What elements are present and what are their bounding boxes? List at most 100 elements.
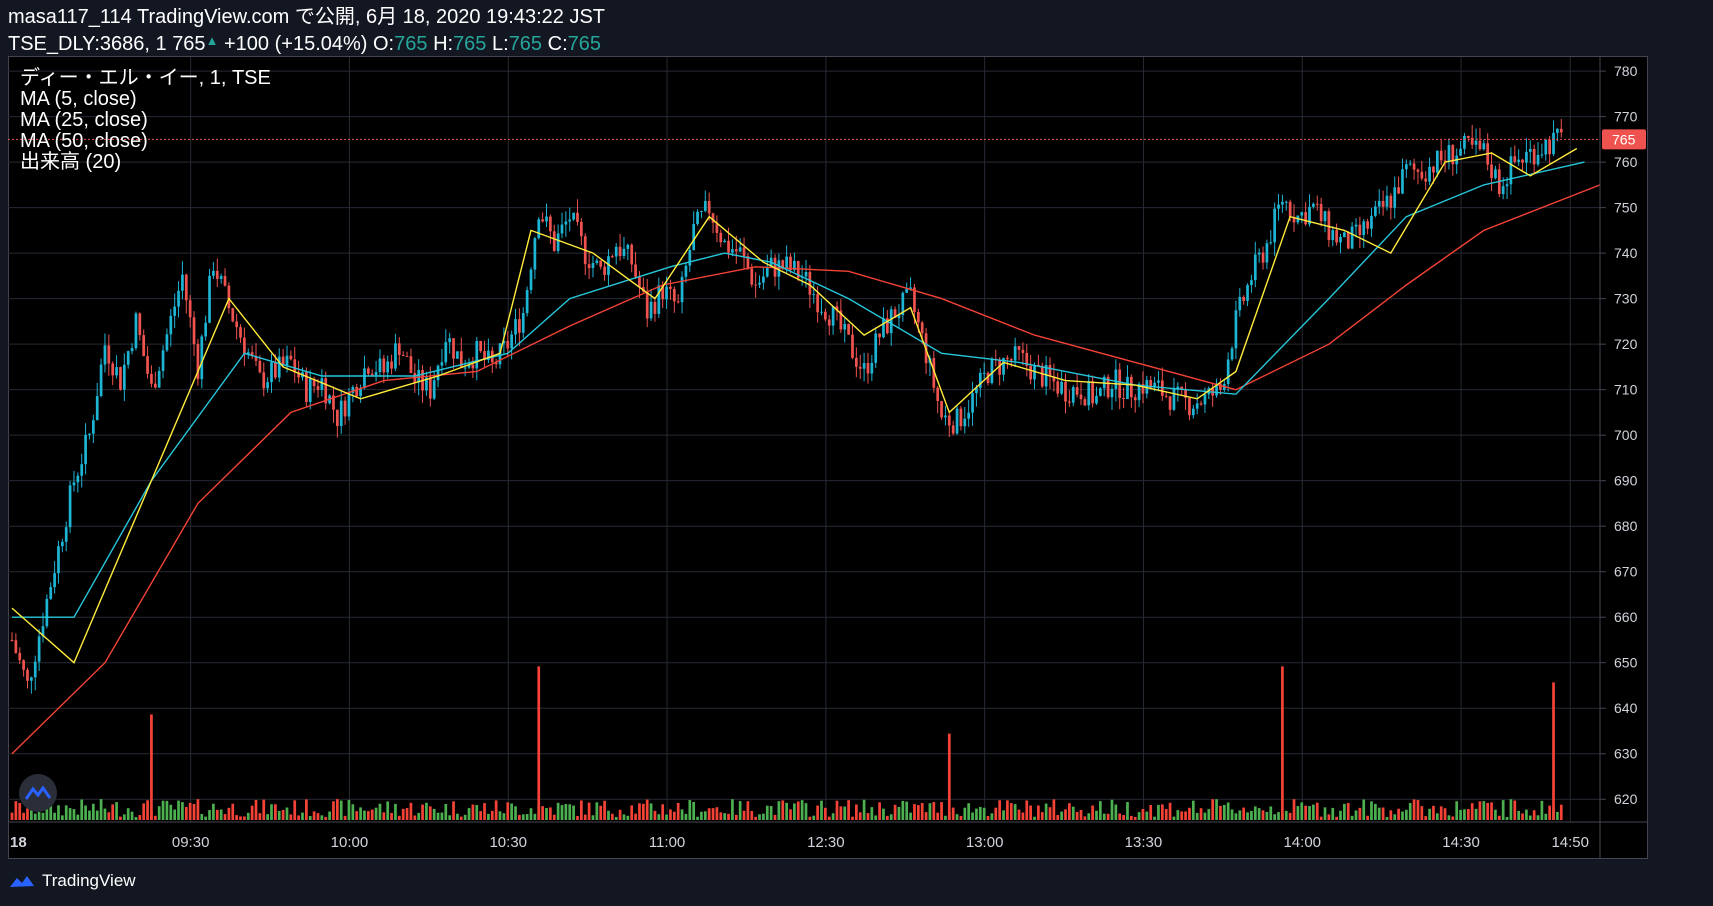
volume-bar bbox=[111, 804, 115, 820]
volume-bar bbox=[285, 807, 289, 820]
candle-body bbox=[824, 311, 827, 320]
chart-frame[interactable] bbox=[8, 56, 1648, 859]
candle-body bbox=[1230, 348, 1234, 360]
candle-body bbox=[1505, 184, 1509, 187]
candle-body bbox=[53, 573, 56, 588]
volume-bar bbox=[258, 813, 262, 820]
volume-bar bbox=[1207, 809, 1211, 820]
volume-bar bbox=[490, 810, 494, 820]
volume-bar bbox=[1219, 805, 1222, 820]
candle-body bbox=[1129, 376, 1133, 398]
volume-bar bbox=[568, 804, 572, 820]
x-tick-label: 14:30 bbox=[1442, 834, 1480, 851]
candle-body bbox=[30, 677, 33, 681]
candle-body bbox=[1544, 139, 1548, 155]
volume-bar bbox=[1199, 808, 1203, 820]
candle-body bbox=[1451, 145, 1455, 165]
candle-body bbox=[1037, 364, 1040, 366]
candle-body bbox=[1540, 154, 1544, 156]
volume-peak-bar bbox=[537, 666, 541, 820]
volume-bar bbox=[773, 814, 777, 820]
candle-body bbox=[572, 212, 575, 220]
volume-bar bbox=[1230, 809, 1234, 820]
candle-body bbox=[901, 292, 905, 316]
volume-bar bbox=[126, 808, 130, 820]
volume-bar bbox=[626, 815, 630, 820]
volume-bar bbox=[762, 813, 765, 820]
candle-body bbox=[1215, 383, 1218, 396]
volume-bar bbox=[390, 812, 393, 820]
volume-bar bbox=[672, 811, 676, 820]
candle-body bbox=[208, 275, 211, 323]
volume-bar bbox=[324, 816, 328, 820]
candle-body bbox=[599, 260, 603, 267]
footer-brand: TradingView bbox=[42, 871, 136, 890]
volume-bar bbox=[250, 805, 254, 820]
volume-bar bbox=[560, 805, 564, 820]
volume-bar bbox=[684, 813, 688, 820]
candle-body bbox=[37, 636, 41, 662]
volume-bar bbox=[1478, 801, 1482, 820]
x-tick-label: 13:30 bbox=[1125, 834, 1163, 851]
candle-body bbox=[1226, 359, 1230, 384]
candle-body bbox=[955, 408, 959, 434]
candle-body bbox=[1017, 346, 1021, 350]
candle-body bbox=[157, 370, 161, 388]
volume-bar bbox=[1079, 810, 1083, 820]
volume-bar bbox=[1106, 813, 1110, 820]
up-arrow-icon: ▲ bbox=[205, 33, 219, 48]
symbol-label: TSE_DLY:3686, 1 bbox=[8, 33, 167, 55]
volume-bar bbox=[266, 814, 269, 820]
volume-bar bbox=[1536, 815, 1540, 820]
candle-body bbox=[343, 400, 347, 417]
candle-body bbox=[947, 415, 951, 426]
candle-body bbox=[634, 264, 637, 277]
candle-body bbox=[1346, 232, 1350, 249]
volume-bar bbox=[1191, 800, 1195, 820]
volume-bar bbox=[862, 799, 866, 820]
volume-bar bbox=[1137, 812, 1141, 820]
volume-bar bbox=[192, 804, 196, 820]
volume-bar bbox=[1056, 815, 1060, 820]
candle-body bbox=[700, 211, 703, 213]
candle-body bbox=[610, 256, 614, 258]
volume-bar bbox=[1505, 816, 1509, 820]
candle-body bbox=[1389, 195, 1393, 208]
volume-bar bbox=[812, 815, 816, 820]
volume-bar bbox=[789, 809, 792, 820]
volume-peak-bar bbox=[150, 714, 153, 820]
y-tick-label: 630 bbox=[1614, 746, 1638, 762]
volume-bar bbox=[122, 814, 126, 820]
volume-bar bbox=[653, 810, 657, 820]
volume-bar bbox=[599, 805, 603, 820]
candle-body bbox=[262, 372, 266, 389]
volume-bar bbox=[1195, 812, 1199, 820]
candle-body bbox=[1374, 206, 1377, 216]
volume-bar bbox=[758, 814, 761, 820]
volume-bar bbox=[1145, 811, 1149, 820]
candle-body bbox=[1191, 408, 1195, 416]
high-value: 765 bbox=[453, 33, 487, 55]
candle-body bbox=[204, 322, 208, 337]
candle-body bbox=[893, 309, 897, 318]
volume-bar bbox=[246, 812, 250, 820]
volume-bar bbox=[347, 799, 351, 820]
volume-bar bbox=[91, 803, 95, 820]
volume-bar bbox=[1017, 809, 1021, 820]
tradingview-logo-button[interactable] bbox=[19, 774, 57, 812]
volume-bar bbox=[1463, 809, 1466, 820]
candle-body bbox=[1153, 382, 1156, 388]
candle-body bbox=[1075, 387, 1079, 395]
volume-bar bbox=[994, 807, 998, 820]
candle-body bbox=[595, 260, 599, 264]
candle-body bbox=[397, 343, 401, 355]
volume-bar bbox=[603, 800, 606, 820]
volume-bar bbox=[33, 813, 37, 820]
candle-body bbox=[231, 308, 235, 322]
candle-body bbox=[971, 393, 974, 413]
candle-body bbox=[1548, 139, 1552, 155]
volume-bar bbox=[1083, 816, 1087, 820]
volume-bar bbox=[1451, 816, 1455, 820]
volume-bar bbox=[839, 806, 843, 820]
